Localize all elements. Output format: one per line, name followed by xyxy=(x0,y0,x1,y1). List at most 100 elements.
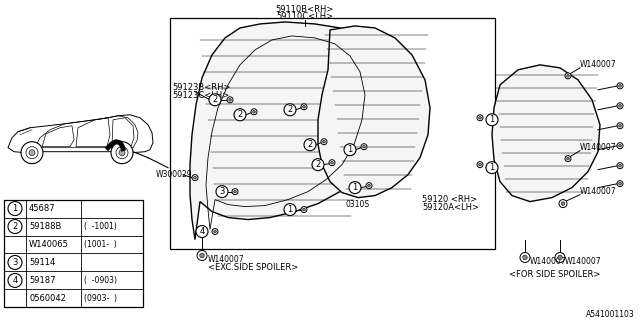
Circle shape xyxy=(234,109,246,121)
Circle shape xyxy=(8,220,22,234)
Polygon shape xyxy=(190,22,390,239)
Circle shape xyxy=(344,144,356,156)
Circle shape xyxy=(566,157,570,160)
Circle shape xyxy=(617,83,623,89)
Text: 59114: 59114 xyxy=(29,258,55,267)
Text: W140065: W140065 xyxy=(29,240,69,249)
Circle shape xyxy=(565,73,571,79)
Text: 2: 2 xyxy=(307,140,312,149)
Circle shape xyxy=(619,182,621,185)
Circle shape xyxy=(619,124,621,127)
Circle shape xyxy=(200,253,204,258)
Text: 59110B<RH>: 59110B<RH> xyxy=(276,5,334,14)
Text: 0560042: 0560042 xyxy=(29,294,66,303)
Circle shape xyxy=(329,160,335,166)
Polygon shape xyxy=(318,26,430,197)
Text: 2: 2 xyxy=(12,222,18,231)
Circle shape xyxy=(119,150,125,156)
Text: 2: 2 xyxy=(237,110,243,119)
Circle shape xyxy=(29,150,35,156)
Circle shape xyxy=(301,104,307,110)
Text: (  -0903): ( -0903) xyxy=(84,276,117,285)
Text: A541001103: A541001103 xyxy=(586,310,635,319)
Circle shape xyxy=(8,202,22,216)
Circle shape xyxy=(366,183,372,188)
Circle shape xyxy=(228,99,231,101)
Circle shape xyxy=(253,110,255,113)
Circle shape xyxy=(619,144,621,147)
Text: 3: 3 xyxy=(12,258,18,267)
Text: 45687: 45687 xyxy=(29,204,56,213)
Circle shape xyxy=(197,251,207,260)
Circle shape xyxy=(209,94,221,106)
Circle shape xyxy=(619,84,621,87)
Text: W140007: W140007 xyxy=(208,255,244,264)
Text: (  -1001): ( -1001) xyxy=(84,222,116,231)
Text: W140007: W140007 xyxy=(580,187,616,196)
Text: 3: 3 xyxy=(220,187,225,196)
Text: 4: 4 xyxy=(12,276,18,285)
Circle shape xyxy=(192,175,198,180)
Circle shape xyxy=(8,255,22,269)
Circle shape xyxy=(477,162,483,168)
Circle shape xyxy=(619,104,621,107)
Text: <EXC.SIDE SPOILER>: <EXC.SIDE SPOILER> xyxy=(208,263,298,272)
Text: 2: 2 xyxy=(316,160,321,169)
Circle shape xyxy=(561,202,564,205)
Circle shape xyxy=(194,176,196,179)
Circle shape xyxy=(559,200,567,208)
Circle shape xyxy=(284,104,296,116)
Text: 4: 4 xyxy=(200,227,205,236)
Circle shape xyxy=(212,228,218,235)
Text: 0310S: 0310S xyxy=(345,200,369,209)
Circle shape xyxy=(486,162,498,174)
Circle shape xyxy=(557,255,563,260)
Text: 59120A<LH>: 59120A<LH> xyxy=(422,203,479,212)
Circle shape xyxy=(617,180,623,187)
Circle shape xyxy=(214,230,216,233)
Circle shape xyxy=(479,116,481,119)
Circle shape xyxy=(234,190,236,193)
Text: W140007: W140007 xyxy=(580,60,616,69)
Circle shape xyxy=(555,252,565,262)
Circle shape xyxy=(565,156,571,162)
Circle shape xyxy=(8,274,22,287)
Circle shape xyxy=(523,255,527,260)
Polygon shape xyxy=(492,65,600,202)
Circle shape xyxy=(617,143,623,149)
Circle shape xyxy=(363,145,365,148)
Circle shape xyxy=(321,139,327,145)
Text: 1: 1 xyxy=(287,205,292,214)
Text: 1: 1 xyxy=(490,115,495,124)
Bar xyxy=(170,18,495,250)
Text: 1: 1 xyxy=(490,163,495,172)
Text: 59123B<RH>: 59123B<RH> xyxy=(172,83,230,92)
Text: <FOR SIDE SPOILER>: <FOR SIDE SPOILER> xyxy=(509,270,601,279)
Circle shape xyxy=(619,164,621,167)
Circle shape xyxy=(232,188,238,195)
Text: W140007: W140007 xyxy=(530,257,566,266)
Circle shape xyxy=(520,252,530,262)
Text: 1: 1 xyxy=(353,183,358,192)
Circle shape xyxy=(486,114,498,126)
Circle shape xyxy=(196,226,208,237)
Text: 2: 2 xyxy=(287,105,292,114)
Text: 59120 <RH>: 59120 <RH> xyxy=(422,195,477,204)
Circle shape xyxy=(477,115,483,121)
Text: 2: 2 xyxy=(212,95,218,104)
Circle shape xyxy=(331,161,333,164)
Text: 1: 1 xyxy=(348,145,353,154)
Circle shape xyxy=(111,142,133,164)
Text: 59123C<LH>: 59123C<LH> xyxy=(172,91,229,100)
Circle shape xyxy=(367,184,371,187)
Text: 59187: 59187 xyxy=(29,276,56,285)
Circle shape xyxy=(301,207,307,212)
Circle shape xyxy=(227,97,233,103)
Text: (0903-  ): (0903- ) xyxy=(84,294,117,303)
Circle shape xyxy=(349,182,361,194)
Circle shape xyxy=(284,204,296,216)
Circle shape xyxy=(617,163,623,169)
Circle shape xyxy=(251,109,257,115)
Circle shape xyxy=(566,75,570,77)
Text: 59188B: 59188B xyxy=(29,222,61,231)
